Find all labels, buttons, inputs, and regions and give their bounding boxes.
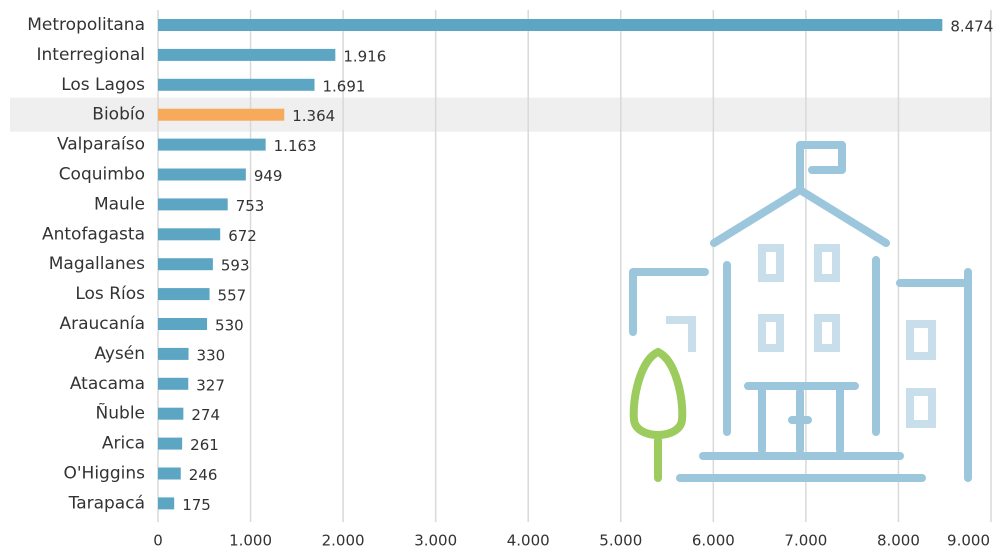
bar xyxy=(158,79,315,91)
value-label: 557 xyxy=(218,287,247,305)
bar xyxy=(158,468,181,480)
category-label: Aysén xyxy=(94,344,145,364)
value-label: 261 xyxy=(190,436,219,454)
category-label: Los Ríos xyxy=(75,284,145,304)
value-label: 1.691 xyxy=(323,77,366,95)
bar xyxy=(158,49,335,61)
bar xyxy=(158,378,188,390)
bar xyxy=(158,139,266,151)
x-tick-label: 5.000 xyxy=(599,532,642,548)
value-label: 593 xyxy=(221,257,250,275)
bar xyxy=(158,408,183,420)
chart: 0 1.000 2.000 3.000 4.000 5.000 6.000 7.000 8.00… xyxy=(0,0,995,548)
value-label: 175 xyxy=(182,496,211,514)
x-tick-label: 8.000 xyxy=(877,532,920,548)
x-tick-label: 4.000 xyxy=(507,532,550,548)
value-label: 1.916 xyxy=(343,47,386,65)
value-label: 8.474 xyxy=(950,18,993,36)
category-label: Coquimbo xyxy=(59,165,145,185)
value-label: 1.163 xyxy=(274,137,317,155)
bar xyxy=(158,258,213,270)
category-label: Antofagasta xyxy=(42,224,145,244)
bar xyxy=(158,497,174,509)
bar xyxy=(158,169,246,181)
value-label: 949 xyxy=(254,167,283,185)
x-tick-label: 7.000 xyxy=(784,532,827,548)
value-label: 1.364 xyxy=(292,107,335,125)
x-tick-label: 1.000 xyxy=(229,532,272,548)
bar xyxy=(158,19,942,31)
bar xyxy=(158,438,182,450)
bar xyxy=(158,228,220,240)
category-label: Ñuble xyxy=(96,402,145,424)
value-label: 246 xyxy=(189,466,218,484)
category-label: Interregional xyxy=(36,45,145,65)
value-label: 274 xyxy=(191,406,220,424)
category-label: Maule xyxy=(94,194,145,214)
value-label: 672 xyxy=(228,227,257,245)
bar xyxy=(158,348,189,360)
bar xyxy=(158,288,210,300)
category-label: Valparaíso xyxy=(57,135,145,155)
category-label: Araucanía xyxy=(60,314,146,334)
building-illustration xyxy=(633,145,968,478)
bar xyxy=(158,318,207,330)
category-label: Tarapacá xyxy=(68,493,145,513)
category-label: Atacama xyxy=(70,374,145,394)
x-tick-label: 3.000 xyxy=(414,532,457,548)
bar xyxy=(158,109,284,121)
category-label: Biobío xyxy=(92,105,145,125)
x-tick-label: 9.000 xyxy=(947,532,990,548)
x-tick-label: 6.000 xyxy=(692,532,735,548)
x-tick-label: 0 xyxy=(153,532,163,548)
bar xyxy=(158,198,228,210)
x-tick-label: 2.000 xyxy=(322,532,365,548)
category-label: Arica xyxy=(102,434,145,454)
value-label: 530 xyxy=(215,317,244,335)
bars-layer: Metropolitana 8.474 Interregional 1.916 Los … xyxy=(27,15,993,514)
value-label: 327 xyxy=(196,376,225,394)
category-label: Los Lagos xyxy=(61,75,145,95)
value-label: 753 xyxy=(236,197,265,215)
category-label: Magallanes xyxy=(49,254,145,274)
value-label: 330 xyxy=(197,346,226,364)
category-label: Metropolitana xyxy=(27,15,145,35)
category-label: O'Higgins xyxy=(64,464,146,484)
